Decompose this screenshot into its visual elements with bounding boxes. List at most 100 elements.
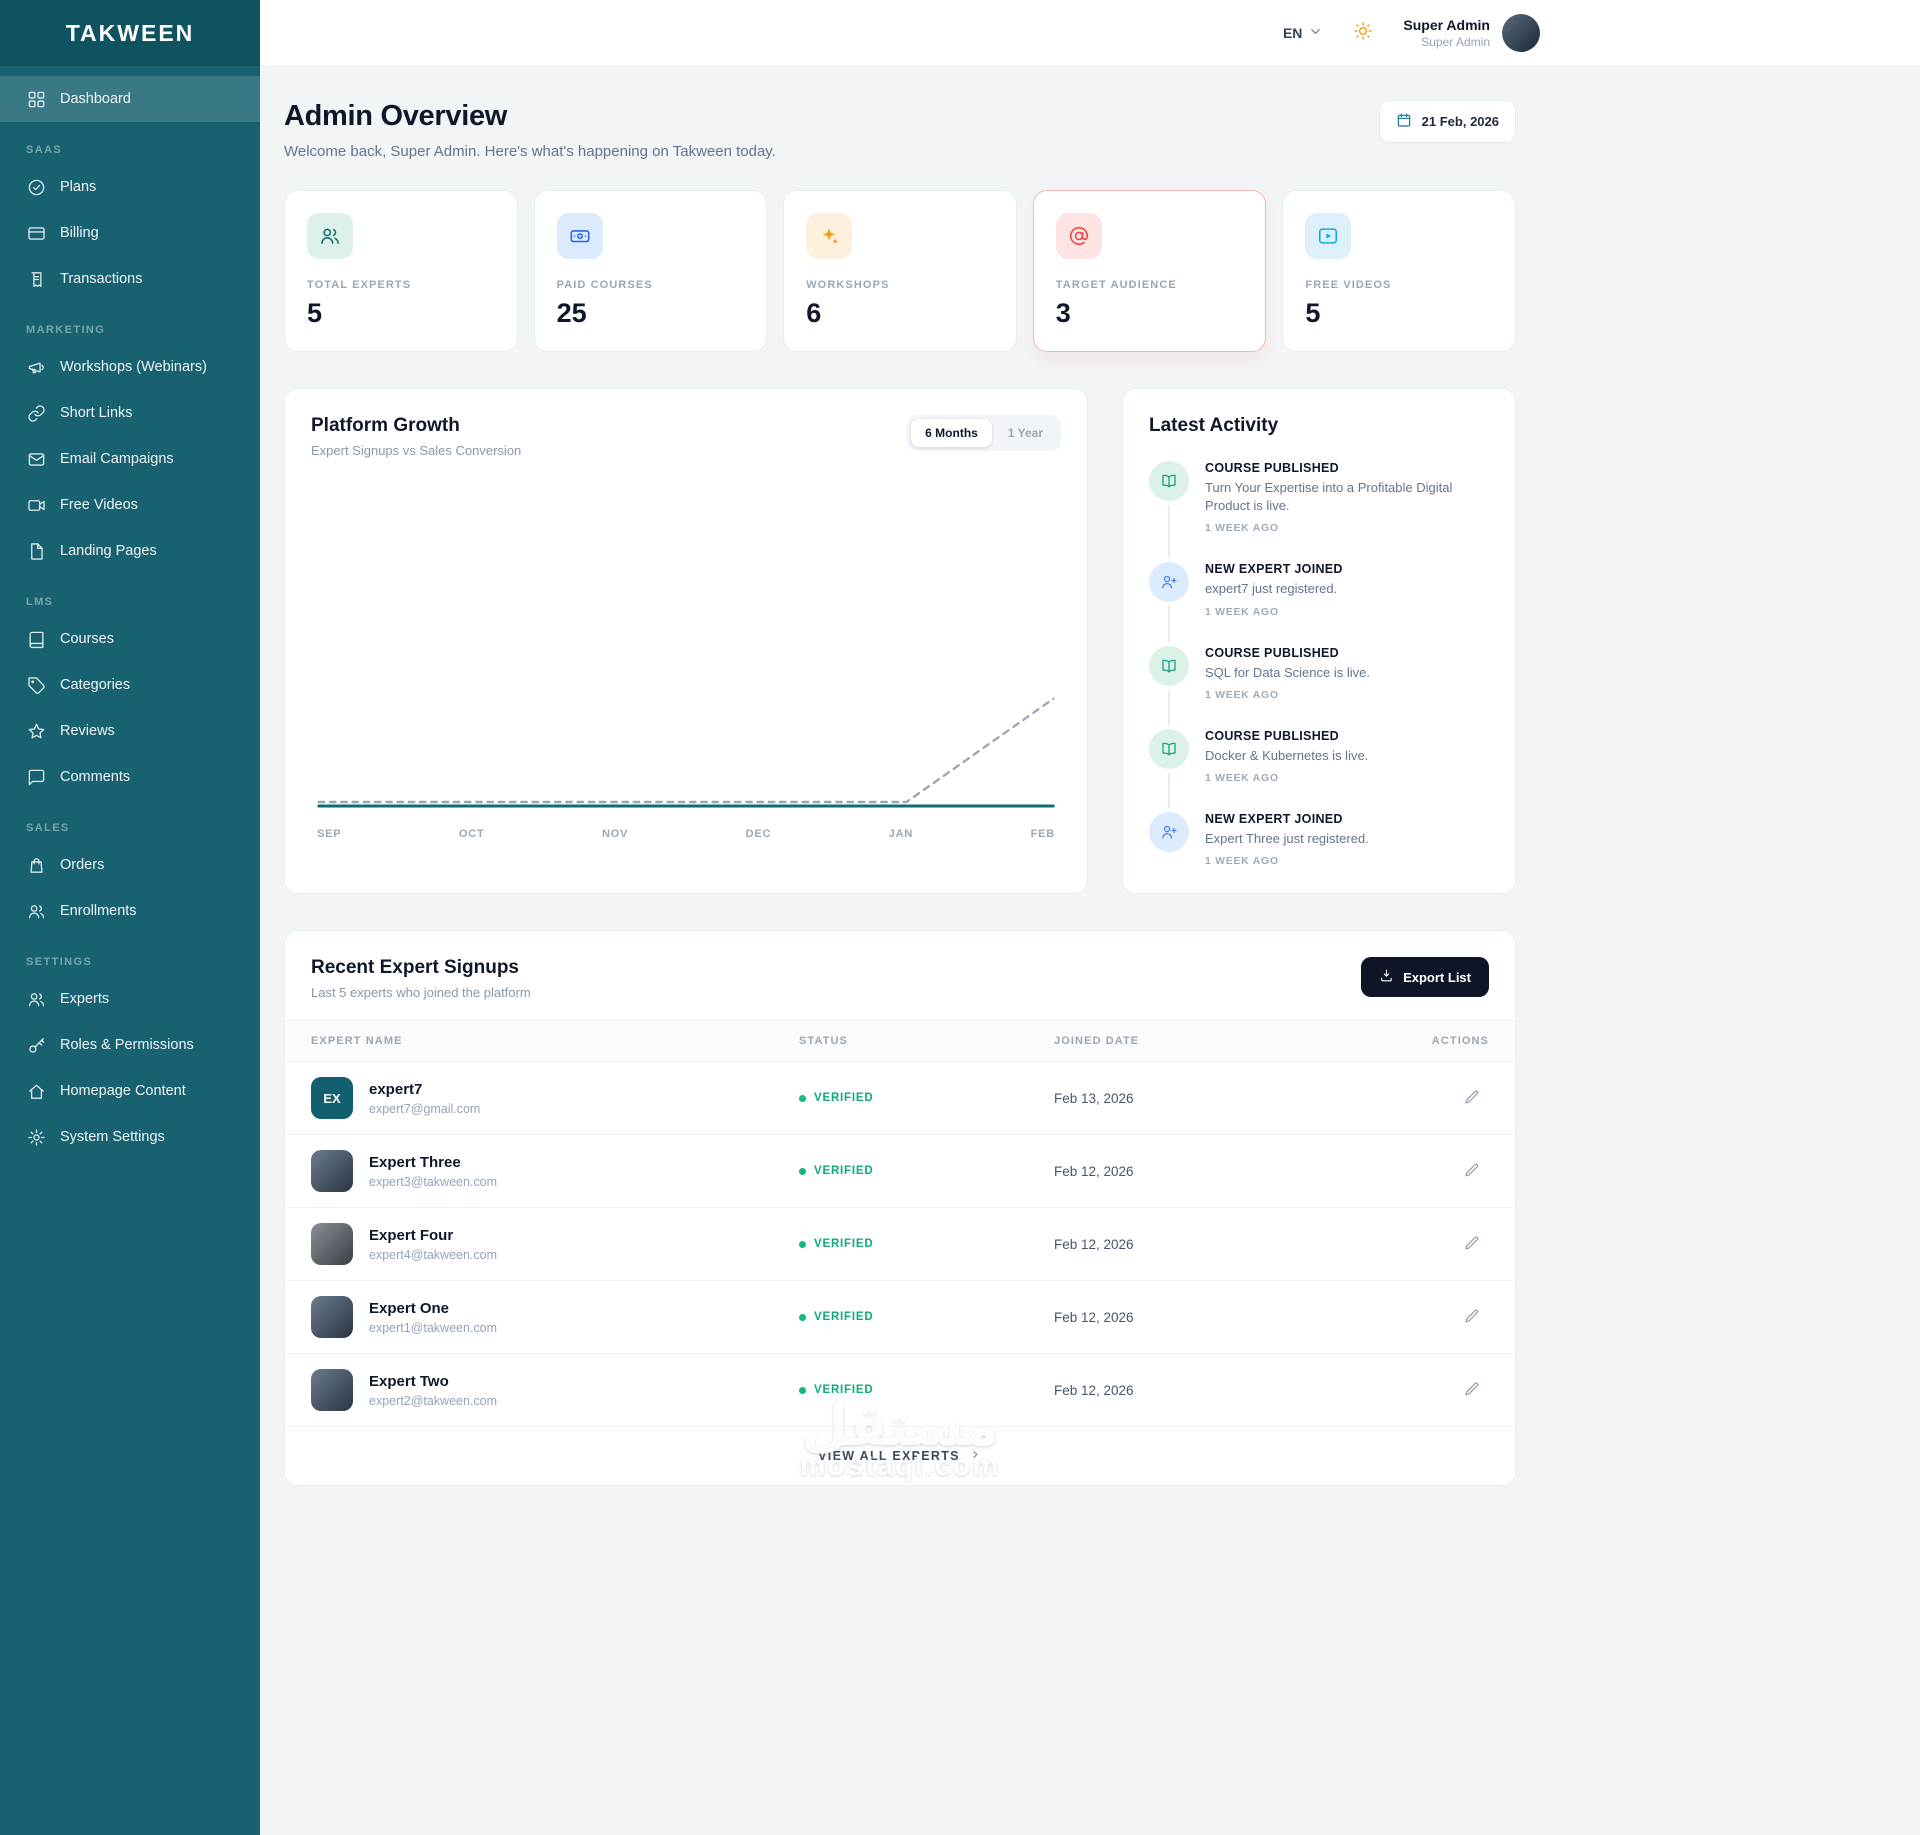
growth-subtitle: Expert Signups vs Sales Conversion [311,443,522,458]
status-badge: VERIFIED [799,1384,1054,1396]
key-icon [26,1035,46,1055]
megaphone-icon [26,357,46,377]
joined-date: Feb 12, 2026 [1054,1163,1134,1179]
receipt-icon [26,269,46,289]
shopping-bag-icon [26,855,46,875]
sidebar-item-label: Short Links [60,405,133,421]
banknote-icon [556,213,603,259]
avatar [311,1150,353,1193]
book-open-icon [1149,461,1189,501]
stat-card-target-audience[interactable]: TARGET AUDIENCE 3 [1032,190,1267,352]
activity-item: COURSE PUBLISHED Docker & Kubernetes is … [1149,728,1489,812]
range-toggle: 6 Months 1 Year [907,415,1061,451]
pencil-icon [1464,1162,1480,1181]
platform-growth-card: Platform Growth Expert Signups vs Sales … [284,388,1088,895]
sidebar-section-sales: SALES [26,822,70,834]
stat-value: 6 [806,298,822,328]
sidebar-item-experts[interactable]: Experts [0,976,260,1022]
chevron-down-icon [1308,24,1323,42]
sidebar-item-workshops[interactable]: Workshops (Webinars) [0,344,260,390]
stat-card-workshops[interactable]: WORKSHOPS 6 [783,190,1017,352]
sidebar-item-email-campaigns[interactable]: Email Campaigns [0,436,260,482]
sidebar-item-label: Enrollments [60,903,137,919]
sidebar-item-dashboard[interactable]: Dashboard [0,76,260,122]
page-title: Admin Overview [284,100,508,132]
expert-name: Expert Four [369,1226,454,1244]
sidebar-item-courses[interactable]: Courses [0,616,260,662]
stat-label: FREE VIDEOS [1305,279,1392,291]
activity-item-time: 1 WEEK AGO [1205,771,1279,784]
sidebar-item-label: Landing Pages [60,543,157,559]
theme-toggle-button[interactable] [1353,21,1373,44]
book-icon [26,629,46,649]
edit-button[interactable] [1455,1373,1489,1407]
sidebar-item-orders[interactable]: Orders [0,842,260,888]
sidebar-item-comments[interactable]: Comments [0,754,260,800]
calendar-icon [1396,112,1412,131]
activity-item-desc: expert7 just registered. [1205,581,1338,597]
expert-email: expert3@takween.com [369,1174,498,1189]
stat-card-total-experts[interactable]: TOTAL EXPERTS 5 [284,190,518,352]
stat-label: PAID COURSES [556,279,653,291]
activity-item-title: NEW EXPERT JOINED [1205,562,1343,577]
activity-item-desc: Turn Your Expertise into a Profitable Di… [1205,480,1453,514]
sidebar-item-plans[interactable]: Plans [0,164,260,210]
avatar [311,1369,353,1412]
range-6-months-button[interactable]: 6 Months [911,419,992,447]
mail-icon [26,449,46,469]
sidebar-item-label: Plans [60,179,97,195]
edit-button[interactable] [1455,1154,1489,1188]
activity-item-title: COURSE PUBLISHED [1205,728,1339,743]
star-icon [26,721,46,741]
sidebar-item-label: Roles & Permissions [60,1037,194,1053]
stat-card-paid-courses[interactable]: PAID COURSES 25 [533,190,768,352]
chat-bubble-icon [26,767,46,787]
sidebar-item-system-settings[interactable]: System Settings [0,1114,260,1160]
sidebar-item-reviews[interactable]: Reviews [0,708,260,754]
content: Admin Overview Welcome back, Super Admin… [260,66,1540,1526]
view-all-experts-link[interactable]: VIEW ALL EXPERTS [285,1427,1515,1485]
sidebar-item-roles-permissions[interactable]: Roles & Permissions [0,1022,260,1068]
check-circle-icon [26,177,46,197]
expert-name: expert7 [369,1080,423,1098]
user-menu[interactable]: Super Admin Super Admin [1403,13,1540,52]
sidebar-item-short-links[interactable]: Short Links [0,390,260,436]
column-header: JOINED DATE [1054,1035,1140,1048]
avatar: EX [311,1077,353,1120]
export-list-label: Export List [1403,969,1471,985]
activity-item: NEW EXPERT JOINED Expert Three just regi… [1149,811,1489,867]
sidebar-item-enrollments[interactable]: Enrollments [0,888,260,934]
sidebar-item-landing-pages[interactable]: Landing Pages [0,528,260,574]
edit-button[interactable] [1455,1081,1489,1115]
joined-date: Feb 12, 2026 [1054,1236,1134,1252]
activity-item: NEW EXPERT JOINED expert7 just registere… [1149,562,1489,645]
date-label: 21 Feb, 2026 [1421,114,1499,129]
sidebar-item-transactions[interactable]: Transactions [0,256,260,302]
book-open-icon [1149,645,1189,686]
status-badge: VERIFIED [799,1311,1054,1323]
sidebar-item-free-videos[interactable]: Free Videos [0,482,260,528]
expert-email: expert7@gmail.com [369,1101,481,1116]
sidebar-item-categories[interactable]: Categories [0,662,260,708]
link-icon [26,403,46,423]
export-list-button[interactable]: Export List [1361,957,1489,998]
activity-item-time: 1 WEEK AGO [1205,688,1279,701]
pencil-icon [1464,1381,1480,1400]
sidebar-item-homepage-content[interactable]: Homepage Content [0,1068,260,1114]
sidebar-item-billing[interactable]: Billing [0,210,260,256]
table-row: Expert Four expert4@takween.com VERIFIED… [285,1208,1515,1282]
edit-button[interactable] [1455,1300,1489,1334]
range-1-year-button[interactable]: 1 Year [994,419,1057,447]
expert-email: expert4@takween.com [369,1247,498,1262]
growth-chart: SEP OCT NOV DEC JAN FEB [311,486,1061,840]
stat-value: 5 [307,298,323,328]
language-selector[interactable]: EN [1283,24,1323,42]
edit-button[interactable] [1455,1227,1489,1261]
date-chip[interactable]: 21 Feb, 2026 [1378,100,1516,143]
stat-label: TOTAL EXPERTS [307,279,412,291]
sidebar-item-label: Workshops (Webinars) [60,359,207,375]
grid-icon [26,89,46,109]
stat-card-free-videos[interactable]: FREE VIDEOS 5 [1282,190,1516,352]
stat-value: 25 [556,298,587,328]
